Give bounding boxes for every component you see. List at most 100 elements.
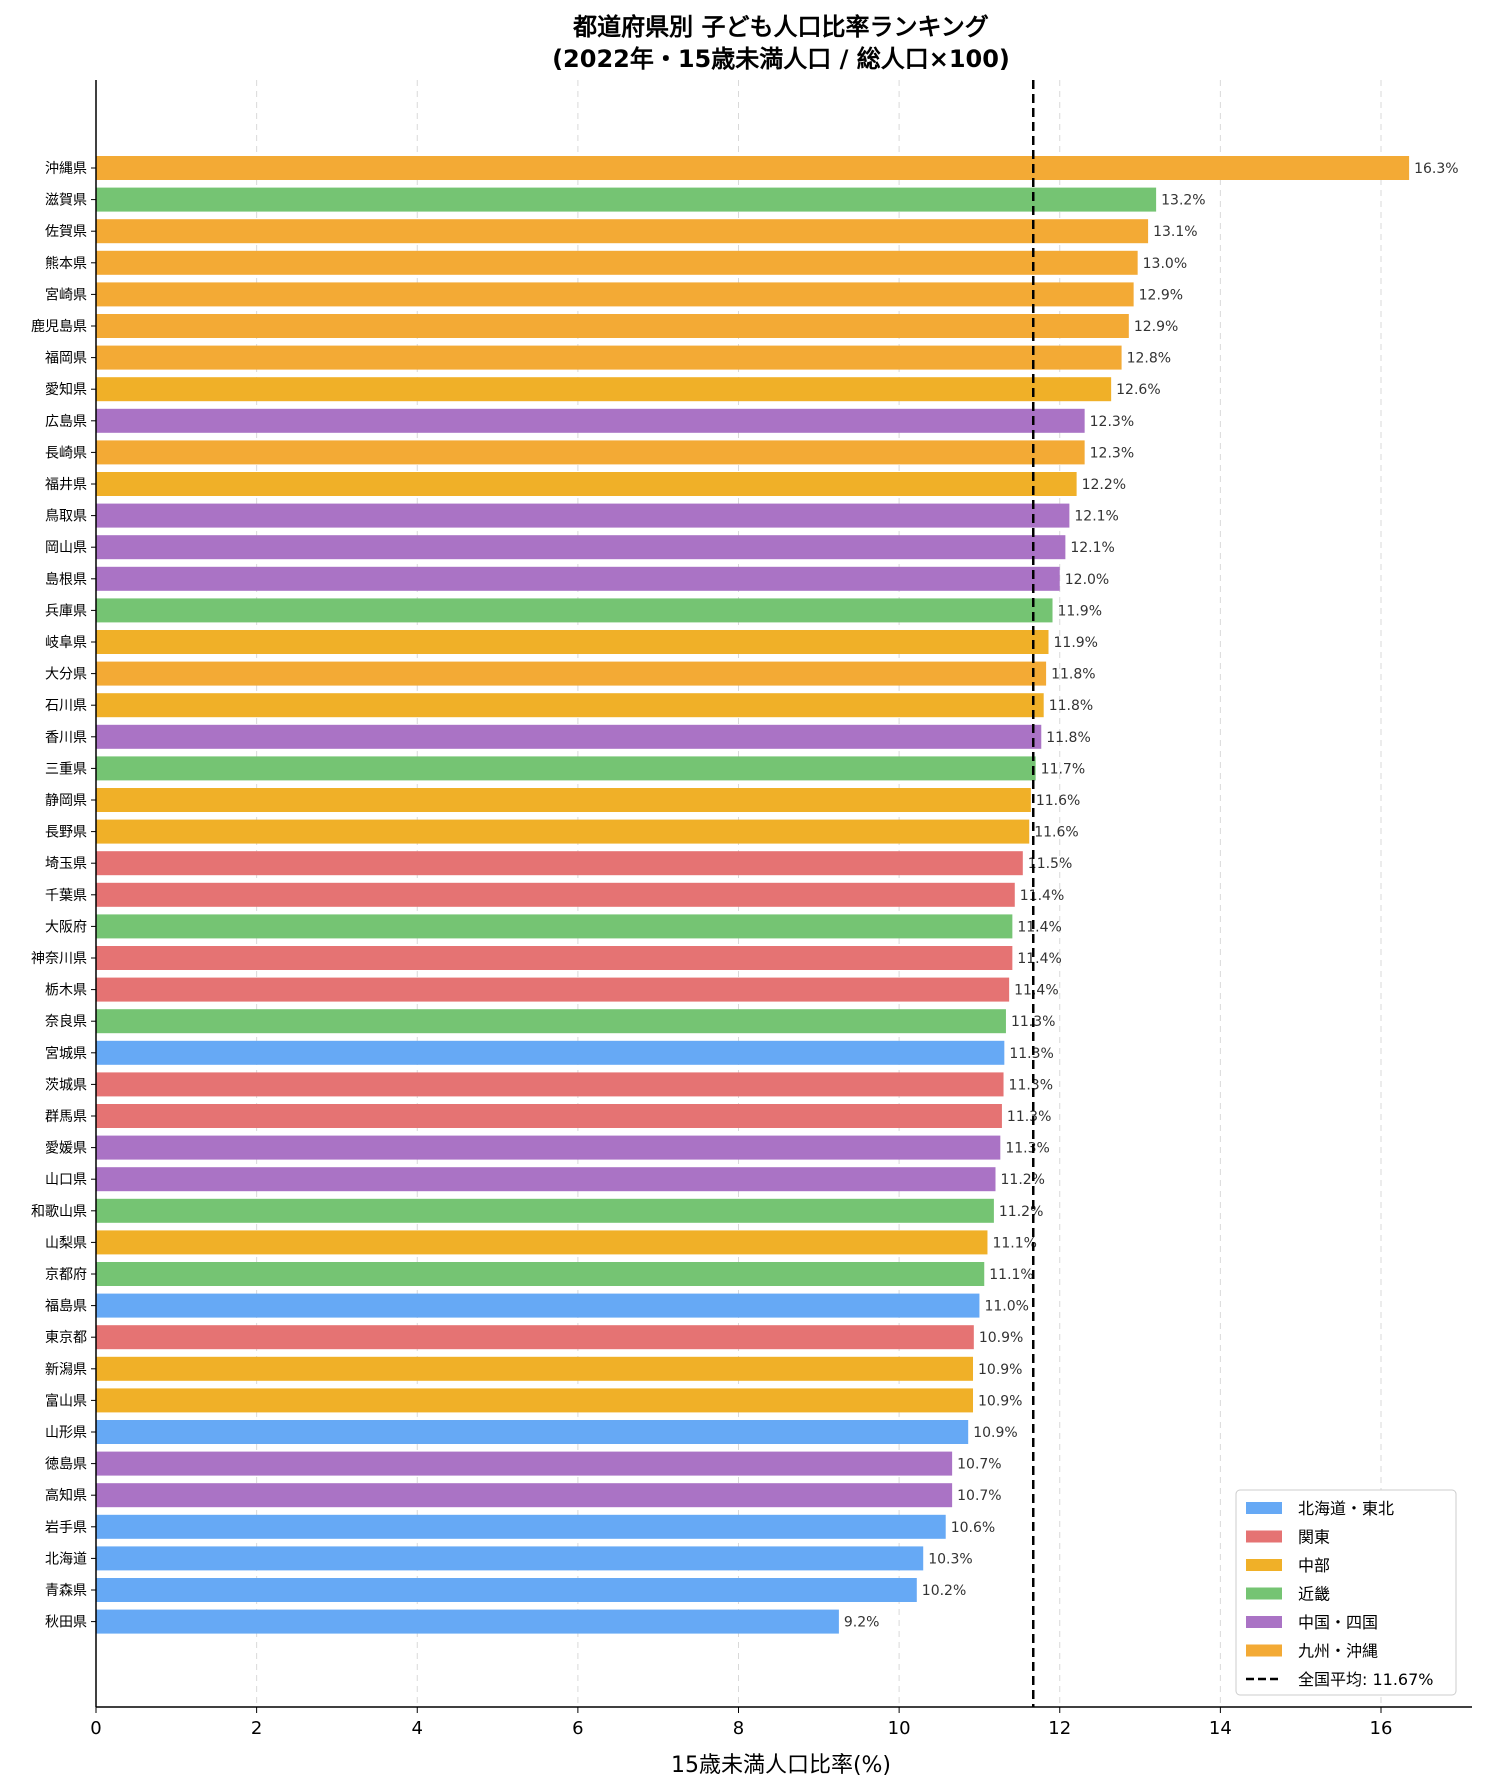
bar-27: [96, 977, 1010, 1002]
bar-value-label: 10.7%: [957, 1488, 1001, 1504]
bar-value-label: 11.2%: [1001, 1172, 1045, 1188]
y-tick-label: 石川県: [45, 698, 87, 714]
y-tick-label: 宮城県: [45, 1046, 87, 1062]
bar-37: [96, 1293, 980, 1318]
bar-value-label: 10.6%: [951, 1520, 995, 1536]
bar-20: [96, 756, 1036, 781]
bar-34: [96, 1198, 994, 1223]
y-tick-label: 栃木県: [45, 983, 87, 999]
legend-swatch: [1246, 1587, 1282, 1600]
bar-29: [96, 1040, 1005, 1065]
legend-entry: 九州・沖縄: [1298, 1642, 1378, 1661]
bar-32: [96, 1135, 1001, 1160]
y-tick-label: 兵庫県: [45, 602, 87, 619]
y-tick-label: 青森県: [45, 1583, 87, 1599]
legend-box: [1235, 1489, 1457, 1696]
bar-value-label: 12.8%: [1127, 351, 1171, 367]
y-tick-label: 愛媛県: [45, 1141, 87, 1157]
x-tick-label: 6: [572, 1718, 583, 1739]
bar-value-label: 11.4%: [1020, 888, 1064, 904]
bar-value-label: 12.6%: [1116, 382, 1160, 398]
y-tick-label: 千葉県: [45, 888, 87, 904]
bar-19: [96, 724, 1042, 749]
x-tick-label: 0: [90, 1718, 101, 1739]
bar-value-label: 11.7%: [1041, 761, 1085, 777]
y-tick-label: 徳島県: [45, 1457, 87, 1473]
bar-value-label: 10.9%: [973, 1425, 1017, 1441]
x-tick-label: 4: [412, 1718, 423, 1739]
bar-39: [96, 1356, 974, 1381]
bar-value-label: 11.9%: [1054, 635, 1098, 651]
y-tick-label: 岩手県: [45, 1520, 87, 1536]
legend-entry: 中国・四国: [1298, 1613, 1378, 1632]
y-tick-label: 京都府: [45, 1267, 87, 1283]
bar-14: [96, 566, 1060, 591]
y-tick-label: 佐賀県: [45, 224, 87, 240]
bar-value-label: 11.3%: [1009, 1046, 1053, 1062]
bar-value-label: 11.9%: [1058, 603, 1102, 619]
bar-value-label: 16.3%: [1414, 161, 1458, 177]
bar-value-label: 10.3%: [928, 1551, 972, 1567]
bar-8: [96, 377, 1112, 402]
y-tick-label: 広島県: [45, 414, 87, 430]
bars: [96, 156, 1410, 1634]
bar-13: [96, 535, 1066, 560]
bar-30: [96, 1072, 1004, 1097]
bar-value-label: 11.6%: [1036, 793, 1080, 809]
bar-21: [96, 788, 1031, 812]
bar-15: [96, 598, 1053, 623]
y-tick-label: 東京都: [45, 1330, 87, 1346]
legend-entry: 北海道・東北: [1298, 1499, 1394, 1518]
bar-10: [96, 440, 1085, 465]
legend-swatch: [1246, 1559, 1282, 1571]
y-tick-label: 滋賀県: [45, 193, 87, 209]
bar-value-label: 11.4%: [1014, 983, 1058, 999]
y-tick-label: 新潟県: [45, 1362, 87, 1378]
bar-1: [96, 156, 1410, 180]
y-tick-label: 山梨県: [45, 1235, 87, 1251]
bar-11: [96, 472, 1077, 496]
y-tick-label: 和歌山県: [31, 1204, 87, 1220]
bar-value-label: 12.3%: [1090, 414, 1134, 430]
legend-swatch: [1246, 1644, 1282, 1657]
y-tick-label: 鹿児島県: [31, 318, 87, 335]
bar-value-label: 13.1%: [1153, 224, 1197, 240]
bar-45: [96, 1546, 924, 1571]
bar-value-label: 10.9%: [978, 1362, 1022, 1378]
bar-6: [96, 314, 1129, 338]
legend-reference-entry: 全国平均: 11.67%: [1298, 1670, 1434, 1689]
y-tick-label: 熊本県: [45, 256, 87, 272]
bar-2: [96, 187, 1157, 212]
bar-36: [96, 1262, 985, 1286]
bar-value-label: 12.3%: [1090, 445, 1134, 461]
bar-28: [96, 1009, 1006, 1034]
bar-value-label: 11.3%: [1009, 1077, 1053, 1093]
legend-swatch: [1246, 1530, 1282, 1543]
y-tick-label: 奈良県: [45, 1014, 87, 1030]
bar-23: [96, 851, 1023, 876]
chart-subtitle: (2022年・15歳未満人口 / 総人口×100): [552, 45, 1010, 73]
y-tick-label: 三重県: [45, 761, 87, 777]
bar-value-label: 10.7%: [957, 1457, 1001, 1473]
bar-value-label: 11.8%: [1046, 730, 1090, 746]
y-tick-label: 香川県: [45, 730, 87, 746]
bar-40: [96, 1388, 974, 1413]
bar-value-label: 13.2%: [1161, 193, 1205, 209]
bar-7: [96, 345, 1122, 370]
y-tick-label: 山形県: [45, 1425, 87, 1441]
bar-26: [96, 946, 1013, 970]
legend-entry: 関東: [1298, 1528, 1330, 1547]
y-tick-label: 沖縄県: [45, 161, 87, 177]
bar-41: [96, 1420, 969, 1444]
y-tick-label: 神奈川県: [31, 951, 87, 967]
bar-44: [96, 1514, 946, 1539]
y-tick-label: 宮崎県: [45, 287, 87, 303]
y-tick-label: 島根県: [45, 572, 87, 588]
bar-value-label: 11.4%: [1017, 951, 1061, 967]
bar-24: [96, 882, 1015, 907]
bar-22: [96, 819, 1030, 844]
bar-value-label: 11.8%: [1049, 698, 1093, 714]
y-tick-label: 静岡県: [45, 793, 87, 809]
y-tick-label: 鳥取県: [45, 509, 87, 525]
